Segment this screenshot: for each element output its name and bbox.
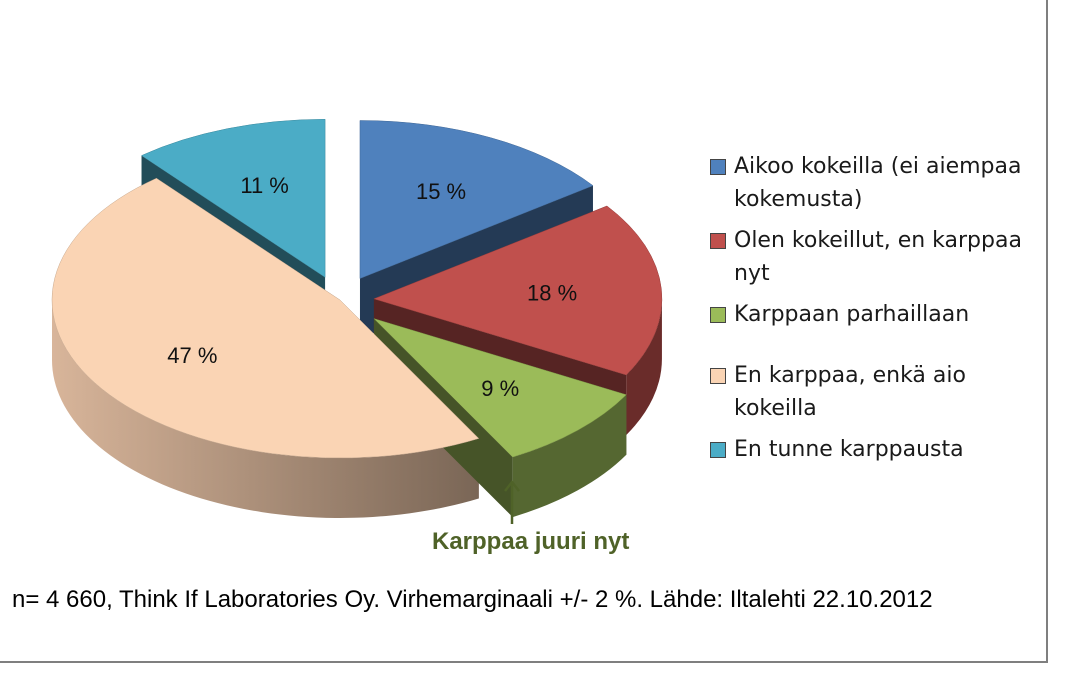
pie-slice-label: 15 % [416,179,466,204]
arrow-up-icon [504,479,520,524]
legend-item: Aikoo kokeilla (ei aiempaa kokemusta) [708,150,1048,216]
legend-label: Olen kokeillut, en karppaa nyt [734,228,1022,286]
pie-slice [359,120,594,279]
legend-swatch [710,442,726,458]
legend-swatch [710,307,726,323]
footnote: n= 4 660, Think If Laboratories Oy. Virh… [12,586,933,613]
pie-slice-rim [52,300,479,518]
annotation-label: Karppaa juuri nyt [432,528,630,555]
pie-slice [141,119,326,278]
legend-label: En tunne karppausta [734,437,964,462]
legend-item: Karppaan parhaillaan [708,298,1048,331]
legend-swatch [710,233,726,249]
pie-slice-label: 18 % [527,281,577,306]
pie-chart: 15 % 18 % 9 % 47 % 11 % [51,119,663,518]
pie-slice-rim [512,394,627,518]
legend-item: Olen kokeillut, en karppaa nyt [708,224,1048,290]
pie-slice-label: 11 % [240,173,289,198]
pie-slice-label: 9 % [481,376,519,401]
legend-swatch [710,368,726,384]
legend-label: En karppaa, enkä aio kokeilla [734,363,966,421]
legend-label: Aikoo kokeilla (ei aiempaa kokemusta) [734,154,1022,212]
pie-slice-rim [626,298,662,435]
pie-slice-label: 47 % [167,343,217,368]
pie-slice [373,318,627,458]
legend-item: En karppaa, enkä aio kokeilla [708,359,1048,425]
chart-frame [0,0,1048,663]
legend-label: Karppaan parhaillaan [734,302,970,327]
legend-item: En tunne karppausta [708,433,1048,466]
pie-slice [51,177,480,459]
pie-slice [373,205,663,376]
legend-swatch [710,159,726,175]
legend: Aikoo kokeilla (ei aiempaa kokemusta) Ole… [708,150,1048,466]
